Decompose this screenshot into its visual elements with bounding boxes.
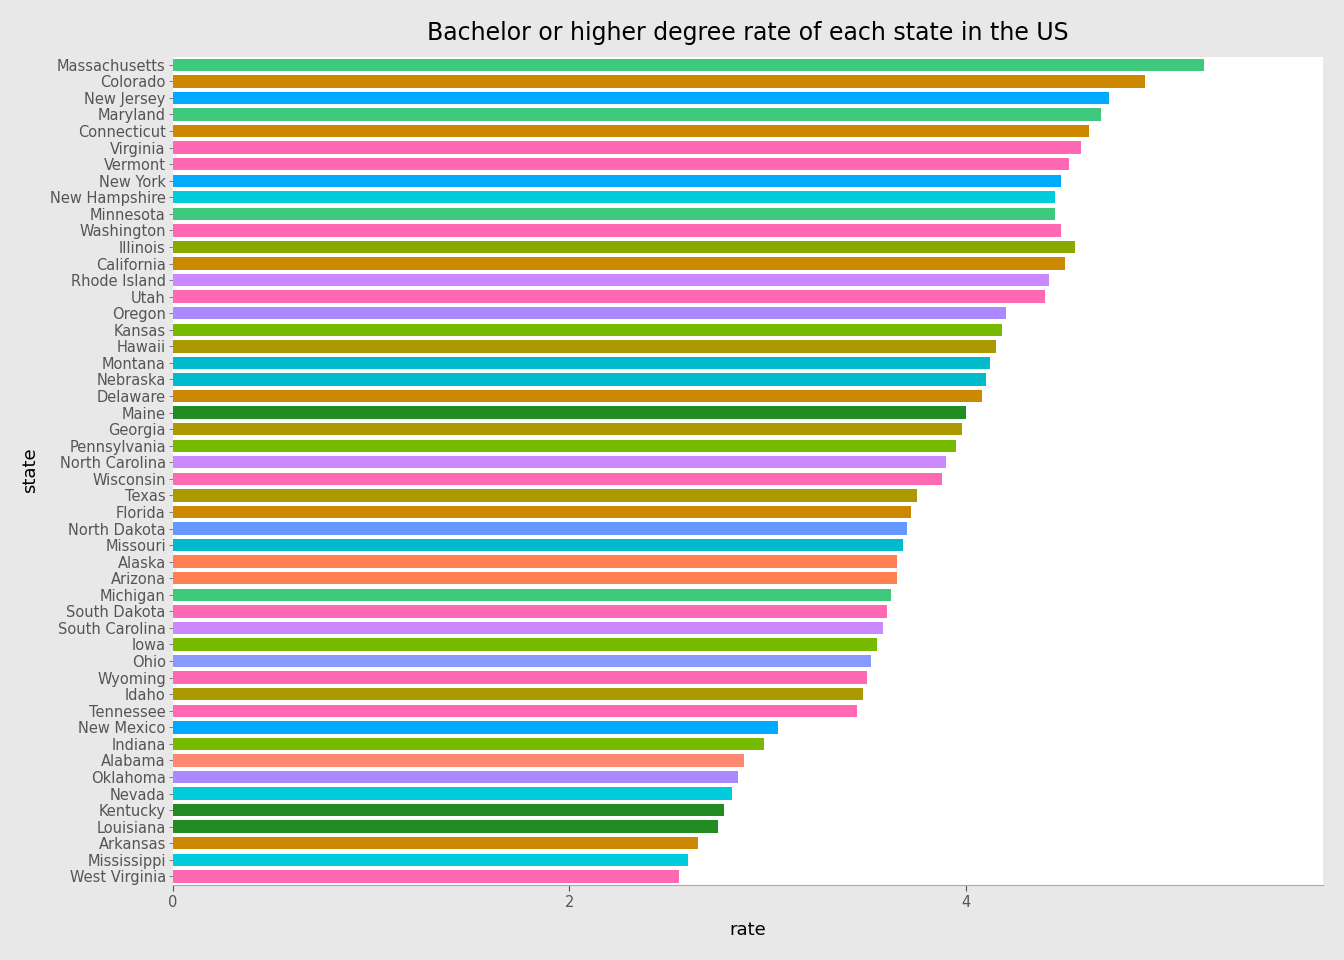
Bar [173,605,887,617]
Bar [173,191,1055,204]
Bar [173,92,1109,104]
Bar [173,572,896,585]
Bar [173,291,1046,302]
Bar [173,440,956,452]
Bar [173,804,724,816]
Bar [173,406,966,419]
Bar [173,688,863,701]
Bar [173,373,986,386]
Bar [173,655,871,667]
Bar [173,324,1001,336]
Bar [173,506,911,518]
Bar [173,257,1066,270]
Bar [173,755,745,767]
Bar [173,870,679,882]
Bar [173,638,876,651]
Bar [173,539,903,551]
Bar [173,721,778,733]
Bar [173,522,907,535]
Bar [173,175,1062,187]
Bar [173,787,732,800]
Bar [173,125,1089,137]
Bar [173,423,962,436]
Bar [173,671,867,684]
Bar [173,307,1005,320]
Bar [173,274,1050,286]
Bar [173,490,917,502]
Bar [173,241,1075,253]
Bar [173,771,738,783]
Bar [173,158,1070,170]
Bar [173,59,1204,71]
Title: Bachelor or higher degree rate of each state in the US: Bachelor or higher degree rate of each s… [427,21,1068,45]
Bar [173,705,857,717]
Y-axis label: state: state [22,447,39,493]
Bar [173,207,1055,220]
Bar [173,357,991,370]
Bar [173,141,1081,154]
Bar [173,556,896,568]
Bar [173,622,883,635]
Bar [173,340,996,352]
X-axis label: rate: rate [730,922,766,939]
Bar [173,853,688,866]
Bar [173,837,699,850]
Bar [173,737,763,750]
Bar [173,472,942,485]
Bar [173,456,946,468]
Bar [173,588,891,601]
Bar [173,821,718,833]
Bar [173,108,1101,121]
Bar [173,390,982,402]
Bar [173,225,1062,236]
Bar [173,75,1145,87]
